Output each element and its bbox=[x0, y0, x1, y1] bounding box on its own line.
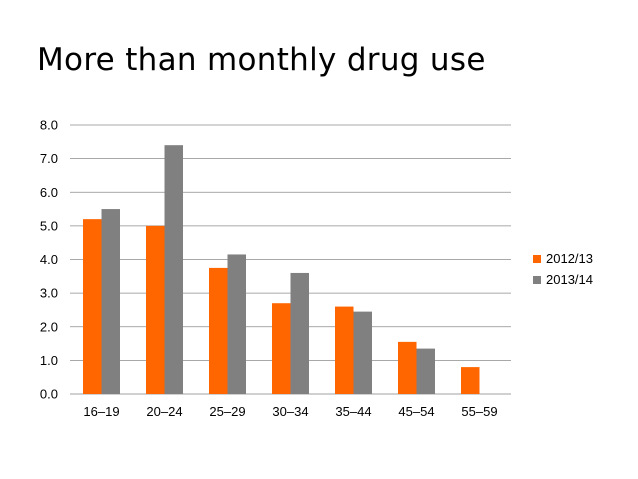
bar-2012-13-6 bbox=[461, 367, 480, 394]
y-tick-label: 1.0 bbox=[40, 353, 58, 368]
x-tick-label: 35–44 bbox=[335, 404, 371, 419]
y-tick-label: 6.0 bbox=[40, 185, 58, 200]
x-tick-label: 55–59 bbox=[461, 404, 497, 419]
legend-swatch bbox=[533, 254, 541, 263]
legend-label: 2012/13 bbox=[546, 251, 593, 266]
y-tick-label: 5.0 bbox=[40, 218, 58, 233]
bar-2013-14-5 bbox=[416, 348, 435, 394]
bar-2013-14-4 bbox=[353, 311, 372, 394]
bar-2012-13-0 bbox=[83, 219, 102, 394]
x-tick-label: 20–24 bbox=[146, 404, 182, 419]
legend-label: 2013/14 bbox=[546, 272, 593, 287]
bar-2012-13-3 bbox=[272, 303, 291, 394]
bar-2012-13-5 bbox=[398, 341, 417, 394]
bar-2012-13-4 bbox=[335, 306, 354, 394]
legend-item: 2013/14 bbox=[533, 269, 593, 290]
legend: 2012/13 2013/14 bbox=[533, 248, 593, 290]
y-tick-label: 7.0 bbox=[40, 151, 58, 166]
x-tick-label: 25–29 bbox=[209, 404, 245, 419]
bar-2013-14-3 bbox=[290, 272, 309, 394]
bar-2013-14-2 bbox=[227, 254, 246, 394]
x-tick-label: 16–19 bbox=[83, 404, 119, 419]
legend-swatch bbox=[533, 275, 541, 284]
x-tick-label: 45–54 bbox=[398, 404, 434, 419]
y-tick-label: 2.0 bbox=[40, 319, 58, 334]
y-axis-ticks: 0.0 1.0 2.0 3.0 4.0 5.0 6.0 7.0 8.0 bbox=[40, 118, 58, 402]
bar-2013-14-0 bbox=[101, 209, 120, 394]
bars bbox=[83, 145, 480, 394]
bar-2012-13-1 bbox=[146, 225, 165, 394]
bar-2012-13-2 bbox=[209, 267, 228, 394]
y-tick-label: 3.0 bbox=[40, 286, 58, 301]
x-tick-label: 30–34 bbox=[272, 404, 308, 419]
bar-2013-14-1 bbox=[164, 145, 183, 394]
x-axis-ticks: 16–19 20–24 25–29 30–34 35–44 45–54 55–59 bbox=[83, 404, 497, 419]
y-tick-label: 8.0 bbox=[40, 118, 58, 133]
y-tick-label: 0.0 bbox=[40, 387, 58, 402]
chart-title: More than monthly drug use bbox=[37, 42, 486, 78]
legend-item: 2012/13 bbox=[533, 248, 593, 269]
y-tick-label: 4.0 bbox=[40, 252, 58, 267]
